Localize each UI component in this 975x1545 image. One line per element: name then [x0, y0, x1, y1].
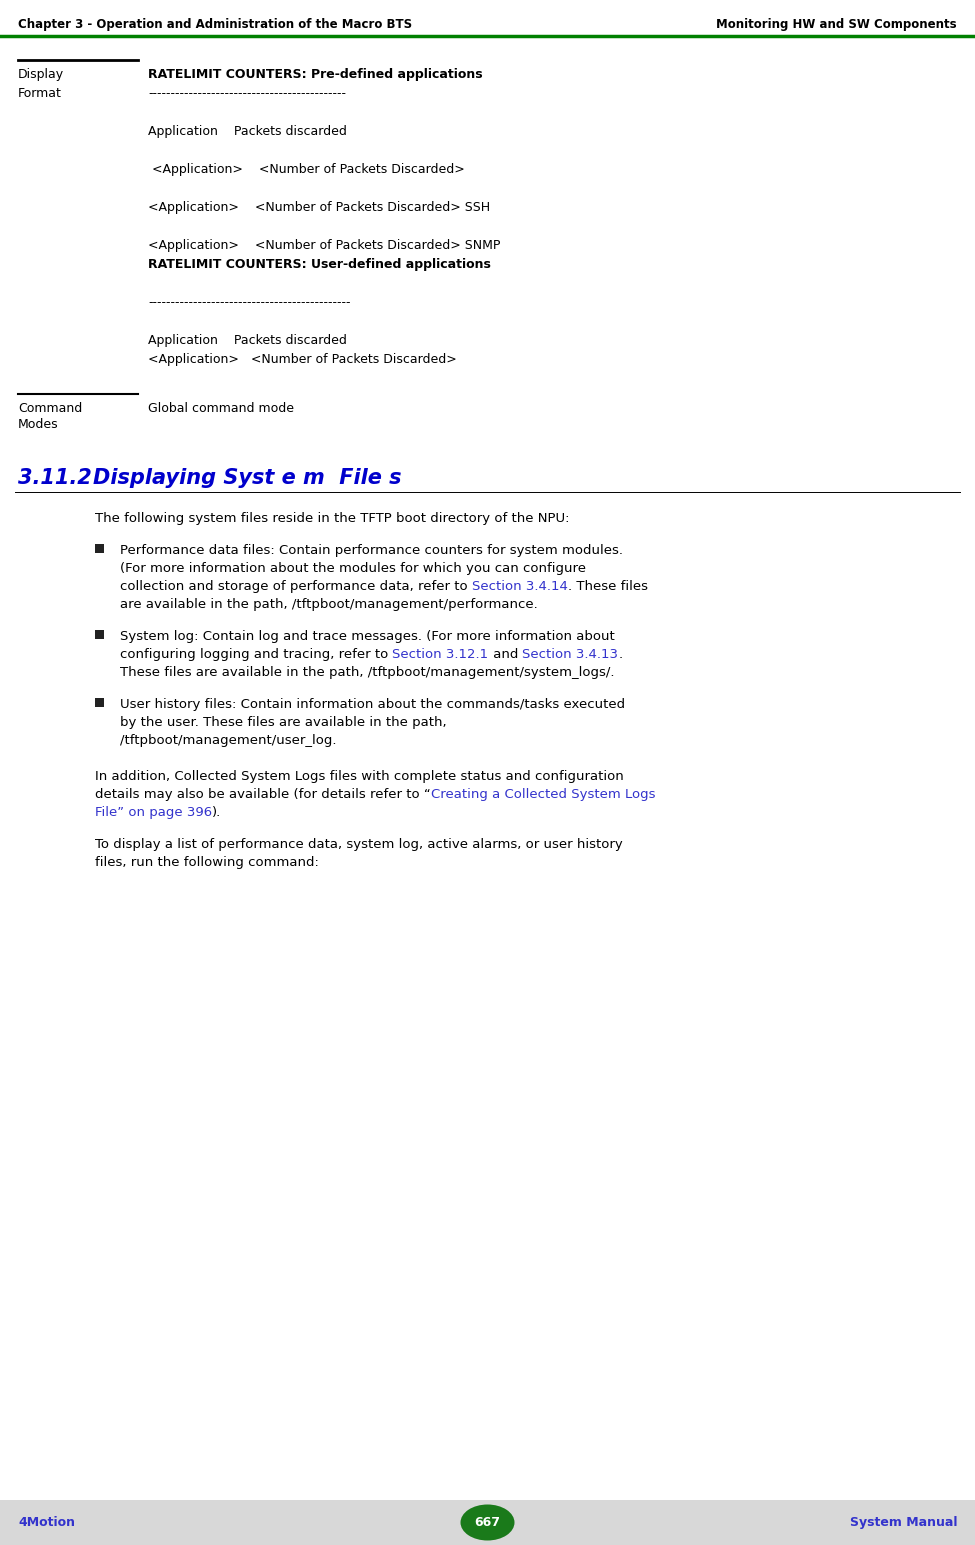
Text: Performance data files: Contain performance counters for system modules.: Performance data files: Contain performa… [120, 544, 623, 558]
FancyBboxPatch shape [0, 1500, 975, 1545]
Text: Global command mode: Global command mode [148, 402, 294, 416]
Text: To display a list of performance data, system log, active alarms, or user histor: To display a list of performance data, s… [95, 837, 623, 851]
Text: Monitoring HW and SW Components: Monitoring HW and SW Components [717, 19, 957, 31]
Ellipse shape [460, 1505, 515, 1540]
Text: details may also be available (for details refer to “: details may also be available (for detai… [95, 788, 431, 800]
Text: Format: Format [18, 87, 61, 100]
Text: Section 3.4.13: Section 3.4.13 [523, 647, 618, 661]
Text: ---------------------------------------------: ----------------------------------------… [148, 297, 350, 309]
Text: Application    Packets discarded: Application Packets discarded [148, 334, 347, 348]
Text: files, run the following command:: files, run the following command: [95, 856, 319, 868]
Text: 4Motion: 4Motion [18, 1516, 75, 1530]
Text: Creating a Collected System Logs: Creating a Collected System Logs [431, 788, 655, 800]
Text: Section 3.4.14: Section 3.4.14 [472, 579, 567, 593]
Text: Application    Packets discarded: Application Packets discarded [148, 125, 347, 138]
Text: <Application>    <Number of Packets Discarded> SSH: <Application> <Number of Packets Discard… [148, 201, 490, 215]
Text: RATELIMIT COUNTERS: Pre-defined applications: RATELIMIT COUNTERS: Pre-defined applicat… [148, 68, 483, 80]
Text: are available in the path, /tftpboot/management/performance.: are available in the path, /tftpboot/man… [120, 598, 538, 610]
Text: Displaying Syst e m  File s: Displaying Syst e m File s [93, 468, 402, 488]
Text: System Manual: System Manual [849, 1516, 957, 1530]
Text: <Application>    <Number of Packets Discarded> SNMP: <Application> <Number of Packets Discard… [148, 239, 500, 252]
Text: <Application>    <Number of Packets Discarded>: <Application> <Number of Packets Discard… [148, 164, 465, 176]
Bar [95, 630, 104, 640]
Text: User history files: Contain information about the commands/tasks executed: User history files: Contain information … [120, 698, 625, 711]
Text: 667: 667 [475, 1516, 500, 1530]
Text: System log: Contain log and trace messages. (For more information about: System log: Contain log and trace messag… [120, 630, 615, 643]
Text: and: and [488, 647, 523, 661]
Text: (For more information about the modules for which you can configure: (For more information about the modules … [120, 562, 586, 575]
Text: ).: ). [213, 806, 221, 819]
Text: RATELIMIT COUNTERS: User-defined applications: RATELIMIT COUNTERS: User-defined applica… [148, 258, 490, 270]
Text: .: . [618, 647, 622, 661]
Text: 3.11.2: 3.11.2 [18, 468, 92, 488]
Text: <Application>   <Number of Packets Discarded>: <Application> <Number of Packets Discard… [148, 352, 456, 366]
Text: Command: Command [18, 402, 82, 416]
Text: Display: Display [18, 68, 64, 80]
Text: Modes: Modes [18, 419, 58, 431]
Text: These files are available in the path, /tftpboot/management/system_logs/.: These files are available in the path, /… [120, 666, 614, 678]
Text: /tftpboot/management/user_log.: /tftpboot/management/user_log. [120, 734, 336, 746]
Text: collection and storage of performance data, refer to: collection and storage of performance da… [120, 579, 472, 593]
Text: --------------------------------------------: ----------------------------------------… [148, 87, 346, 100]
Text: File” on page 396: File” on page 396 [95, 806, 213, 819]
Text: Section 3.12.1: Section 3.12.1 [393, 647, 488, 661]
Text: by the user. These files are available in the path,: by the user. These files are available i… [120, 715, 447, 729]
Text: Chapter 3 - Operation and Administration of the Macro BTS: Chapter 3 - Operation and Administration… [18, 19, 412, 31]
Text: In addition, Collected System Logs files with complete status and configuration: In addition, Collected System Logs files… [95, 769, 624, 783]
Bar [95, 698, 104, 708]
Text: configuring logging and tracing, refer to: configuring logging and tracing, refer t… [120, 647, 393, 661]
Text: The following system files reside in the TFTP boot directory of the NPU:: The following system files reside in the… [95, 511, 569, 525]
Bar [95, 544, 104, 553]
Text: . These files: . These files [567, 579, 647, 593]
